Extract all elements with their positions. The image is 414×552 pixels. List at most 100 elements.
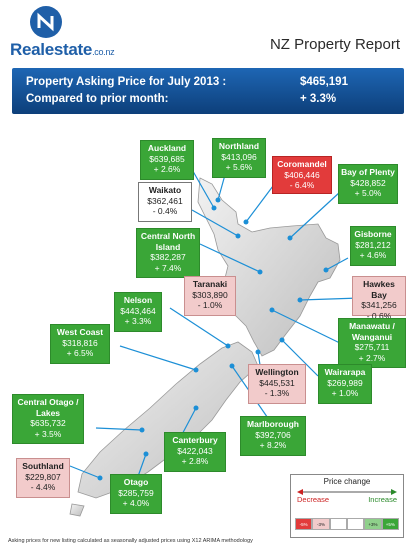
- region-bay-of-plenty: Bay of Plenty $428,852 + 5.0%: [338, 164, 398, 204]
- report-title: NZ Property Report: [269, 36, 400, 53]
- region-change: + 4.0%: [122, 498, 150, 508]
- region-change: - 4.4%: [30, 482, 56, 492]
- region-marlborough: Marlborough $392,706 + 8.2%: [240, 416, 306, 456]
- region-change: + 5.6%: [225, 162, 253, 172]
- banner-line2-label: Compared to prior month:: [26, 93, 169, 105]
- header: Realestate.co.nz NZ Property Report: [0, 0, 414, 64]
- region-name: Bay of Plenty: [341, 167, 395, 177]
- region-name: Northland: [218, 141, 260, 151]
- region-central-otago-lakes: Central Otago / Lakes $635,732 + 3.5%: [12, 394, 84, 444]
- region-change: - 1.3%: [264, 388, 290, 398]
- region-name: Southland: [22, 461, 64, 471]
- region-wellington: Wellington $445,531 - 1.3%: [248, 364, 306, 404]
- region-nelson: Nelson $443,464 + 3.3%: [114, 292, 162, 332]
- region-price: $303,890: [192, 289, 228, 300]
- region-change: - 0.6%: [366, 310, 392, 321]
- region-price: $275,711: [354, 342, 390, 352]
- region-price: $406,446: [284, 169, 320, 180]
- region-price: $443,464: [120, 305, 156, 316]
- region-price: $428,852: [350, 177, 386, 188]
- region-taranaki: Taranaki $303,890 - 1.0%: [184, 276, 236, 316]
- region-wairarapa: Wairarapa $269,989 + 1.0%: [318, 364, 372, 404]
- banner-line1-value: $465,191: [300, 76, 348, 88]
- region-name: West Coast: [56, 327, 104, 337]
- region-price: $269,989: [327, 377, 363, 388]
- region-waikato: Waikato $362,461 - 0.4%: [138, 182, 192, 222]
- legend-cell: +5%: [381, 518, 399, 530]
- legend-increase: Increase: [368, 495, 397, 504]
- footnote: Asking prices for new listing calculated…: [8, 538, 253, 544]
- region-price: $639,685: [149, 153, 185, 164]
- region-northland: Northland $413,096 + 5.6%: [212, 138, 266, 178]
- region-name: Wairarapa: [324, 367, 366, 377]
- region-change: + 2.7%: [358, 352, 386, 363]
- region-change: + 2.8%: [181, 456, 209, 466]
- region-price: $392,706: [255, 429, 291, 440]
- region-price: $281,212: [355, 239, 391, 250]
- region-name: Waikato: [148, 185, 182, 195]
- summary-banner: Property Asking Price for July 2013 : $4…: [12, 68, 404, 114]
- region-change: + 8.2%: [259, 440, 287, 450]
- stewart-island-shape: [69, 503, 85, 517]
- region-name: Gisborne: [354, 229, 392, 239]
- region-central-north-island: Central North Island $382,287 + 7.4%: [136, 228, 200, 278]
- region-change: + 1.0%: [331, 388, 359, 398]
- price-change-legend: Price change Decrease Increase -5% -3% +…: [290, 474, 404, 538]
- region-manawatu-wanganui: Manawatu / Wanganui $275,711 + 2.7%: [338, 318, 406, 368]
- region-name: Auckland: [147, 143, 187, 153]
- region-name: Coromandel: [277, 159, 327, 169]
- region-price: $413,096: [221, 151, 257, 162]
- region-price: $422,043: [177, 445, 213, 456]
- region-name: Nelson: [123, 295, 153, 305]
- region-west-coast: West Coast $318,816 + 6.5%: [50, 324, 110, 364]
- logo-text: Realestate.co.nz: [10, 40, 115, 59]
- legend-title: Price change: [323, 477, 371, 486]
- region-change: + 3.3%: [124, 316, 152, 326]
- region-change: + 7.4%: [154, 262, 182, 273]
- region-change: + 5.0%: [354, 188, 382, 198]
- logo-suffix: .co.nz: [92, 47, 115, 57]
- region-name: Canterbury: [172, 435, 218, 445]
- region-name: Central Otago / Lakes: [17, 397, 79, 418]
- region-name: Central North Island: [140, 231, 196, 252]
- region-gisborne: Gisborne $281,212 + 4.6%: [350, 226, 396, 266]
- region-southland: Southland $229,807 - 4.4%: [16, 458, 70, 498]
- region-canterbury: Canterbury $422,043 + 2.8%: [164, 432, 226, 472]
- legend-scale: -5% -3% +3% +5%: [295, 518, 399, 530]
- region-price: $362,461: [147, 195, 183, 206]
- legend-cell: -3%: [312, 518, 330, 530]
- region-change: + 4.6%: [359, 250, 387, 260]
- region-price: $229,807: [25, 471, 61, 482]
- banner-line2-value: + 3.3%: [300, 93, 337, 105]
- north-island-shape: [197, 177, 341, 357]
- region-coromandel: Coromandel $406,446 - 6.4%: [272, 156, 332, 194]
- legend-cell: +3%: [364, 518, 382, 530]
- region-price: $318,816: [62, 337, 98, 348]
- region-hawkes-bay: Hawkes Bay $341,256 - 0.6%: [352, 276, 406, 321]
- legend-cell: [329, 518, 347, 530]
- region-change: - 0.4%: [152, 206, 178, 216]
- region-name: Wellington: [255, 367, 299, 377]
- region-change: - 1.0%: [197, 300, 223, 310]
- south-island-shape: [77, 341, 259, 499]
- region-change: + 2.6%: [153, 164, 181, 174]
- region-auckland: Auckland $639,685 + 2.6%: [140, 140, 194, 180]
- region-price: $382,287: [150, 252, 186, 262]
- region-price: $635,732: [30, 418, 66, 428]
- legend-arrow-icon: [297, 489, 397, 495]
- region-change: - 6.4%: [289, 180, 315, 190]
- region-name: Otago: [123, 477, 149, 487]
- region-name: Hawkes Bay: [363, 279, 395, 300]
- region-change: + 6.5%: [66, 348, 94, 358]
- region-otago: Otago $285,759 + 4.0%: [110, 474, 162, 514]
- region-name: Taranaki: [192, 279, 228, 289]
- legend-decrease: Decrease: [297, 495, 330, 504]
- realestate-logo-icon: [30, 6, 62, 38]
- region-name: Marlborough: [247, 419, 299, 429]
- legend-cell: [346, 518, 365, 530]
- region-price: $445,531: [259, 377, 295, 388]
- region-name: Manawatu / Wanganui: [349, 321, 395, 342]
- banner-line1-label: Property Asking Price for July 2013 :: [26, 76, 227, 88]
- region-price: $285,759: [118, 487, 154, 498]
- legend-cell: -5%: [295, 518, 313, 530]
